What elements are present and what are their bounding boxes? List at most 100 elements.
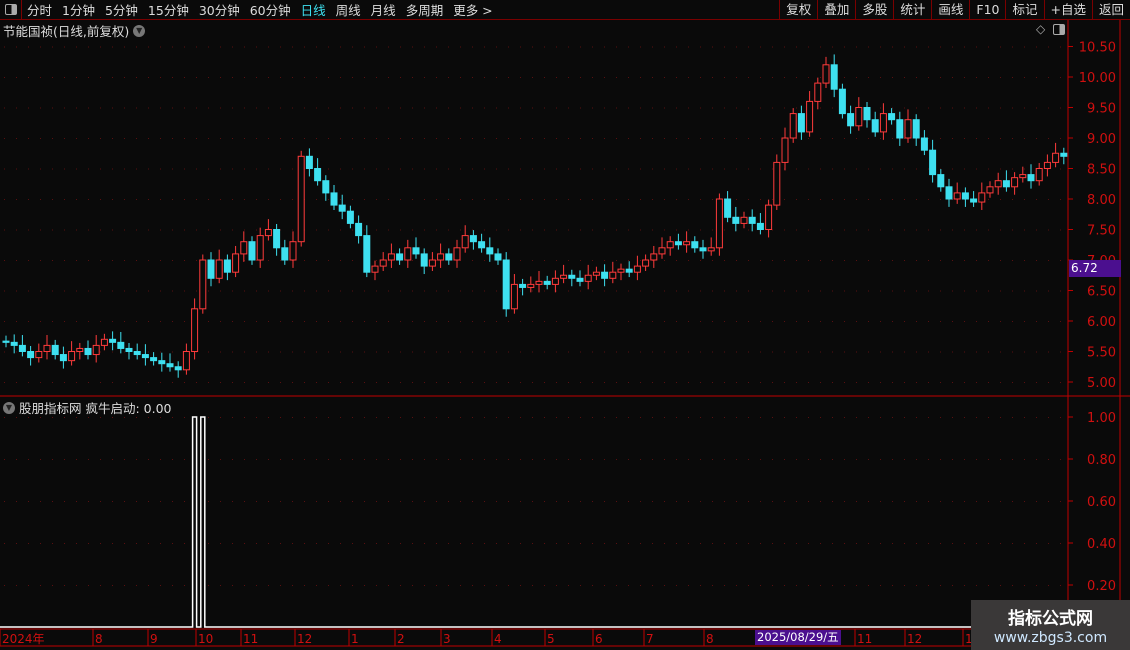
period-tab[interactable]: 1分钟	[62, 3, 95, 18]
grid-dot	[844, 199, 845, 200]
grid-dot	[136, 77, 137, 78]
panel-toggle-icon[interactable]	[0, 0, 22, 20]
toolbar-button[interactable]: 标记	[1005, 0, 1043, 20]
grid-dot	[304, 382, 305, 383]
period-tab[interactable]: 分时	[27, 3, 53, 18]
grid-dot	[328, 107, 329, 109]
grid-dot	[196, 199, 197, 200]
grid-dot	[412, 199, 413, 200]
grid-dot	[652, 417, 653, 418]
period-tab[interactable]: 30分钟	[198, 3, 240, 18]
grid-dot	[16, 46, 17, 48]
grid-dot	[76, 199, 77, 200]
grid-dot	[700, 107, 701, 109]
grid-dot	[4, 46, 5, 48]
period-tab[interactable]: 周线	[335, 3, 361, 18]
toolbar-button[interactable]: 画线	[931, 0, 969, 20]
grid-dot	[16, 138, 17, 139]
grid-dot	[580, 290, 581, 292]
toolbar-button[interactable]: 返回	[1091, 0, 1130, 20]
grid-dot	[604, 543, 605, 544]
grid-dot	[880, 459, 881, 460]
grid-dot	[604, 321, 605, 322]
grid-dot	[136, 168, 137, 170]
grid-dot	[280, 199, 281, 200]
grid-dot	[868, 229, 869, 231]
grid-dot	[592, 199, 593, 200]
grid-dot	[796, 260, 797, 261]
grid-dot	[436, 585, 437, 586]
toolbar-button[interactable]: 统计	[893, 0, 931, 20]
grid-dot	[484, 459, 485, 460]
diamond-icon[interactable]: ◇	[1036, 22, 1046, 36]
grid-dot	[1036, 290, 1037, 292]
period-tab[interactable]: 月线	[370, 3, 396, 18]
grid-dot	[52, 77, 53, 78]
period-tab[interactable]: 更多 >	[453, 3, 493, 18]
candle-body	[732, 216, 740, 224]
grid-dot	[16, 107, 17, 109]
grid-dot	[328, 229, 329, 231]
grid-dot	[952, 585, 953, 586]
grid-dot	[316, 46, 317, 48]
period-tab[interactable]: 60分钟	[249, 3, 291, 18]
grid-dot	[700, 199, 701, 200]
period-tab[interactable]: 5分钟	[104, 3, 138, 18]
candle-body	[396, 253, 404, 261]
period-tab[interactable]: 多周期	[405, 3, 444, 18]
toolbar-button[interactable]: 多股	[855, 0, 893, 20]
grid-dot	[736, 290, 737, 292]
grid-dot	[808, 290, 809, 292]
grid-dot	[544, 585, 545, 586]
panel-toggle-icon[interactable]	[1053, 23, 1066, 35]
toolbar-button[interactable]: F10	[969, 0, 1005, 20]
grid-dot	[364, 585, 365, 586]
grid-dot	[244, 260, 245, 261]
x-tick-label: 2024年	[2, 632, 45, 646]
grid-dot	[412, 321, 413, 322]
grid-dot	[64, 382, 65, 383]
grid-dot	[112, 46, 113, 48]
y-tick-label: 10.00	[1079, 71, 1116, 86]
grid-dot	[868, 382, 869, 383]
grid-dot	[184, 501, 185, 502]
grid-dot	[28, 585, 29, 586]
grid-dot	[808, 46, 809, 48]
chevron-down-icon[interactable]: ▼	[133, 24, 146, 37]
grid-dot	[412, 168, 413, 170]
grid-dot	[292, 107, 293, 109]
toolbar-button[interactable]: 叠加	[817, 0, 855, 20]
grid-dot	[940, 290, 941, 292]
grid-dot	[652, 107, 653, 109]
grid-dot	[988, 543, 989, 544]
toolbar-button[interactable]: 复权	[779, 0, 817, 20]
stock-title[interactable]: 节能国祯(日线,前复权) ▼	[3, 21, 146, 40]
grid-dot	[748, 459, 749, 460]
grid-dot	[1024, 168, 1025, 170]
grid-dot	[1000, 417, 1001, 418]
candle-body	[814, 82, 822, 102]
toolbar-button[interactable]: +自选	[1043, 0, 1092, 20]
grid-dot	[844, 77, 845, 78]
x-tick-label: 1	[965, 632, 973, 646]
grid-dot	[556, 501, 557, 502]
grid-dot	[568, 459, 569, 460]
chevron-down-icon[interactable]: ▼	[3, 401, 15, 414]
grid-dot	[1048, 417, 1049, 418]
grid-dot	[892, 199, 893, 200]
grid-dot	[196, 77, 197, 78]
grid-dot	[316, 459, 317, 460]
indicator-title[interactable]: ▼ 股朋指标网 疯牛启动: 0.00	[3, 398, 172, 417]
grid-dot	[136, 138, 137, 139]
period-tab[interactable]: 15分钟	[147, 3, 189, 18]
grid-dot	[436, 260, 437, 261]
grid-dot	[484, 543, 485, 544]
grid-dot	[832, 543, 833, 544]
period-tab[interactable]: 日线	[300, 3, 326, 18]
grid-dot	[760, 260, 761, 261]
grid-dot	[520, 321, 521, 322]
grid-dot	[172, 543, 173, 544]
grid-dot	[100, 138, 101, 139]
grid-dot	[736, 77, 737, 78]
